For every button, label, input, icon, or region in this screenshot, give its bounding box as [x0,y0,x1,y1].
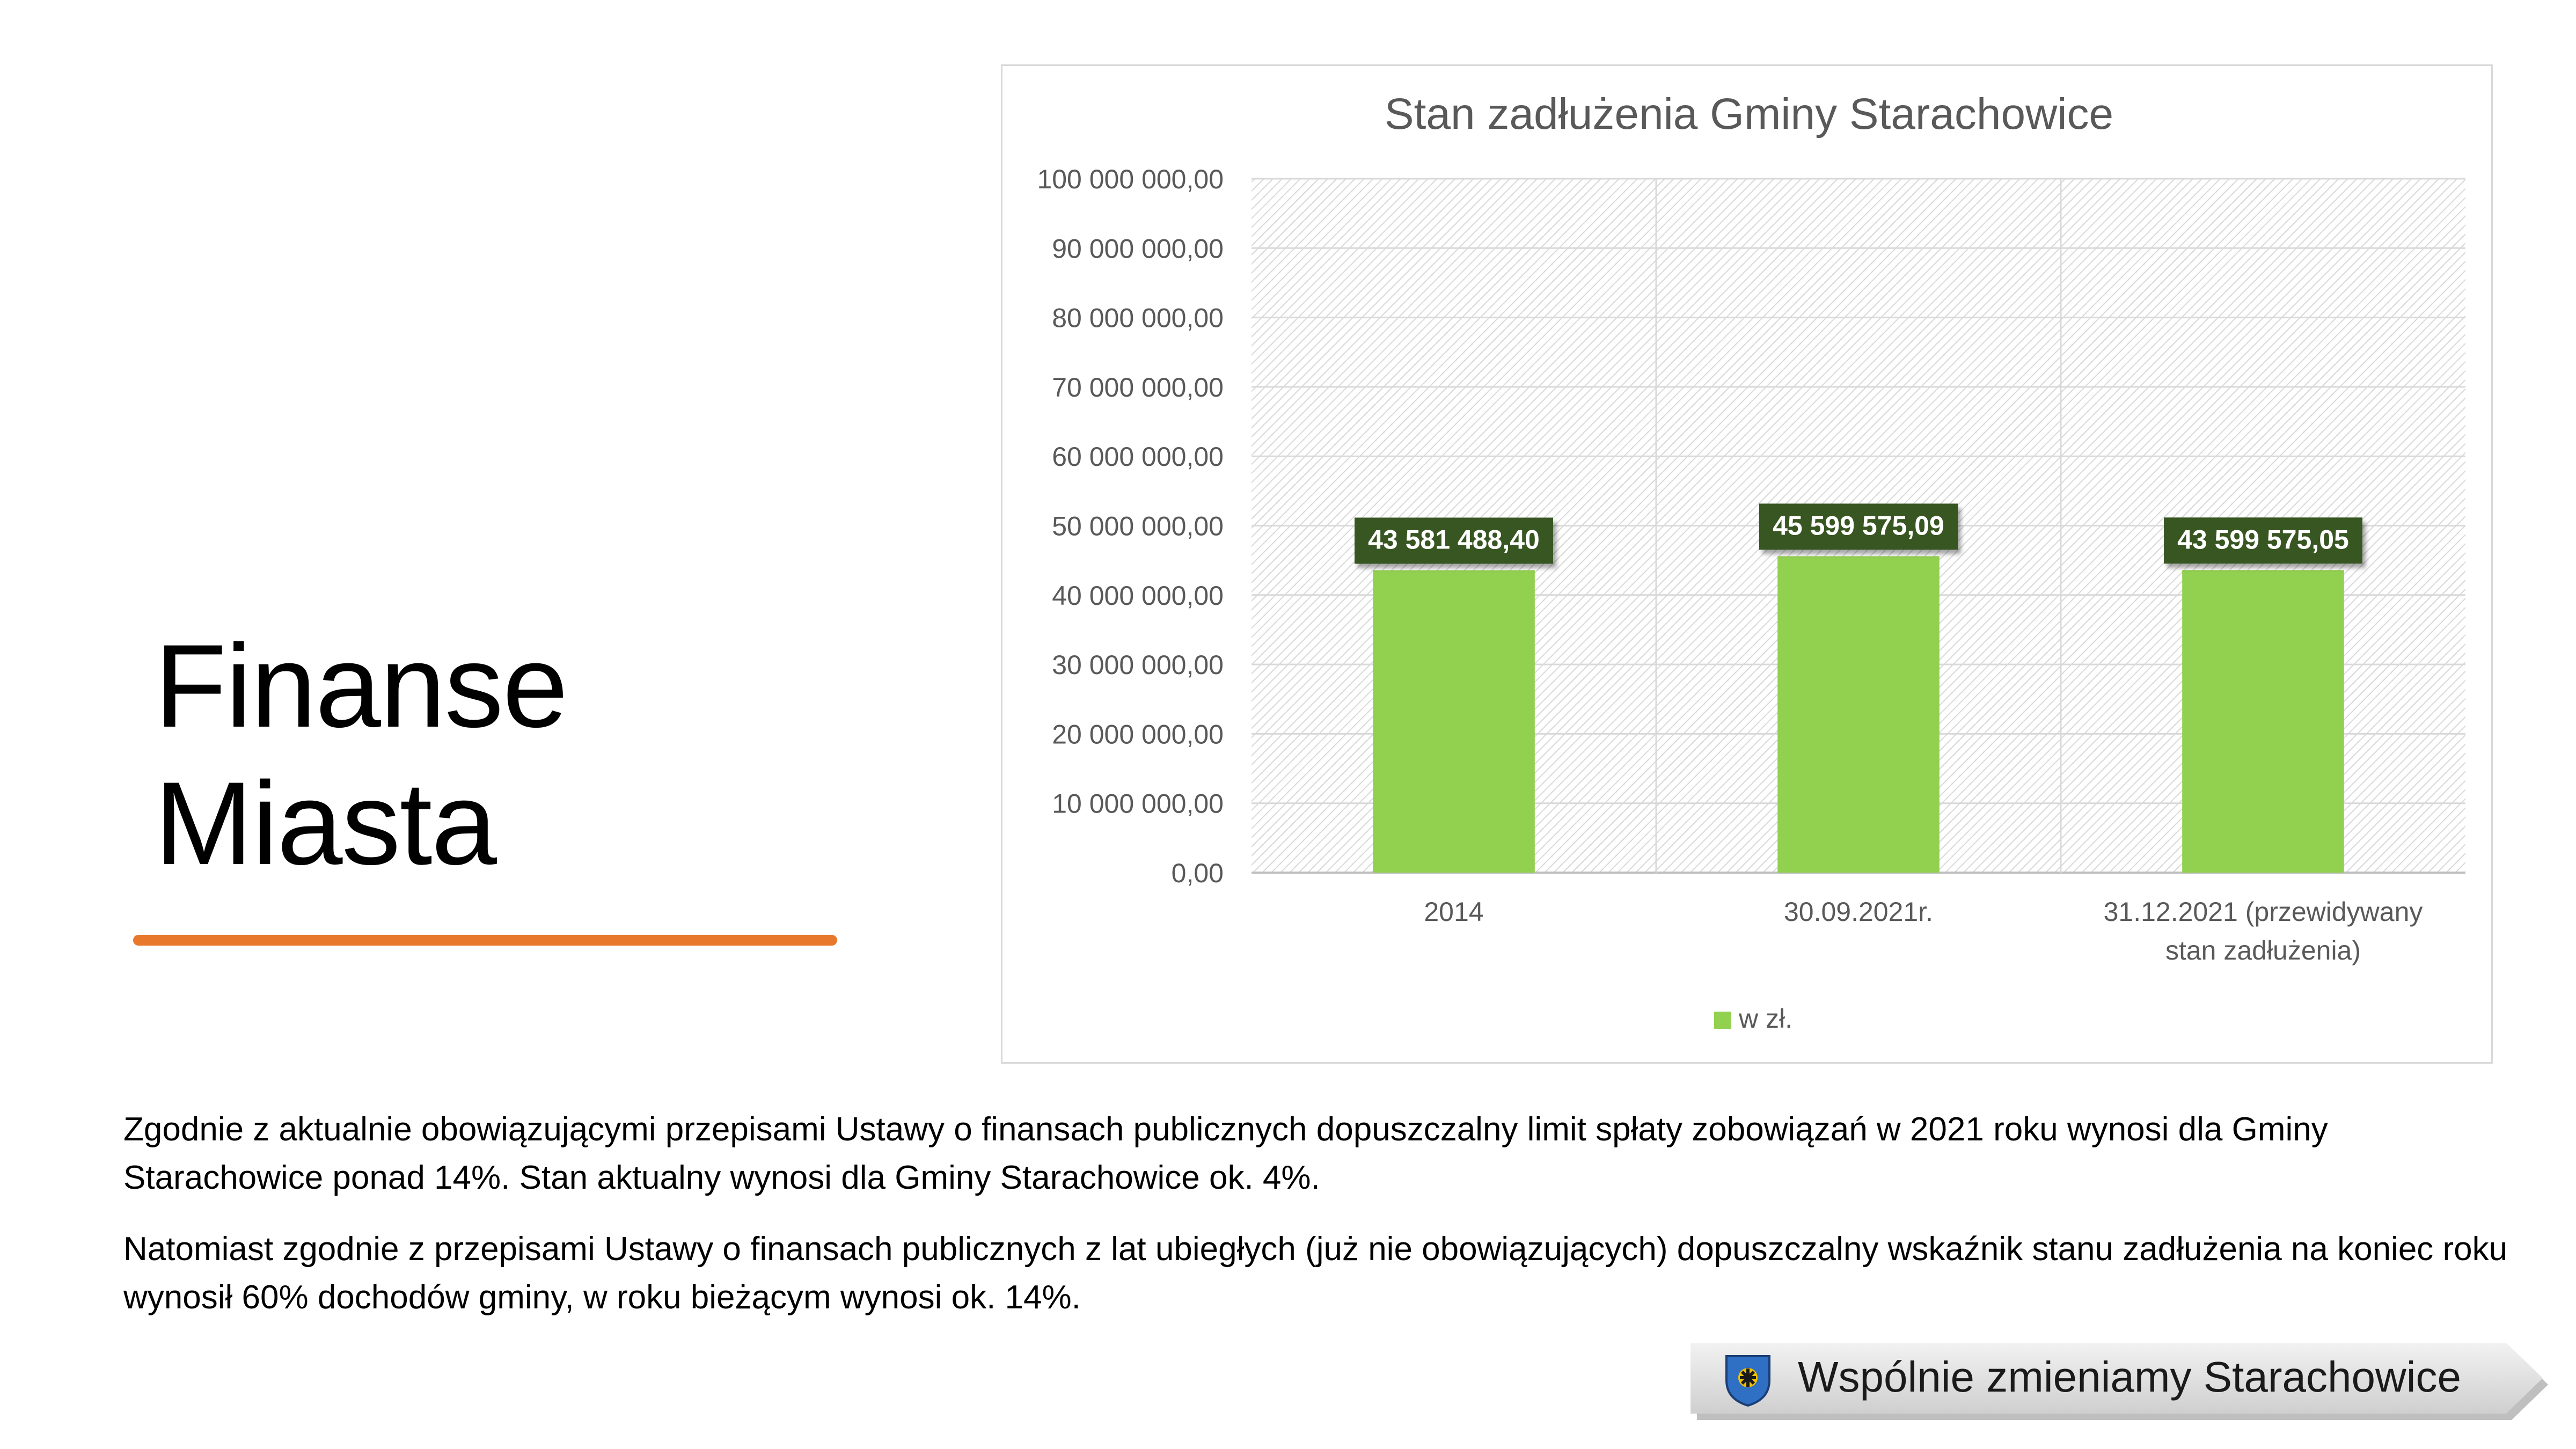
debt-bar-chart: Stan zadłużenia Gminy Starachowice 0,00 1… [1037,90,2465,1034]
data-label: 43 581 488,40 [1368,524,1540,554]
y-tick-label: 20 000 000,00 [1052,719,1224,749]
x-axis-ticks: 2014 30.09.2021r. 31.12.2021 (przewidywany… [1424,897,2423,965]
x-tick-label: 31.12.2021 (przewidywany [2104,897,2423,927]
y-tick-label: 60 000 000,00 [1052,442,1224,472]
bar [2182,570,2344,873]
city-coat-of-arms-icon [1725,1355,1770,1407]
footer-slogan: Wspólnie zmieniamy Starachowice [1798,1353,2462,1401]
y-tick-label: 100 000 000,00 [1037,164,1224,194]
bars [1373,556,2344,873]
data-label: 43 599 575,05 [2177,524,2349,554]
data-labels: 43 581 488,40 45 599 575,09 43 599 575,05 [1355,503,2362,564]
title-accent-bar [133,935,837,946]
chart-title: Stan zadłużenia Gminy Starachowice [1385,90,2113,138]
footer-banner: Wspólnie zmieniamy Starachowice [1690,1342,2549,1422]
y-tick-label: 90 000 000,00 [1052,233,1224,264]
bar [1777,556,1940,873]
chart-container: Stan zadłużenia Gminy Starachowice 0,00 1… [1001,64,2493,1064]
y-tick-label: 10 000 000,00 [1052,789,1224,819]
slide-title-line-2: Miasta [155,757,497,889]
y-tick-label: 30 000 000,00 [1052,650,1224,680]
data-label: 45 599 575,09 [1773,510,1944,540]
data-label-box [1759,503,1958,550]
data-label-box [1355,517,1553,564]
x-tick-label: 2014 [1424,897,1483,927]
slide-title: Finanse Miasta [155,617,852,892]
y-tick-label: 70 000 000,00 [1052,372,1224,402]
legend-swatch [1714,1012,1731,1029]
y-axis-ticks: 0,00 10 000 000,00 20 000 000,00 30 000 000… [1037,164,1224,888]
y-tick-label: 0,00 [1172,858,1224,888]
bar [1373,570,1535,873]
x-tick-label: 30.09.2021r. [1784,897,1933,927]
slide-title-line-1: Finanse [155,620,568,752]
legend: w zł. [1714,1004,1792,1034]
legend-label: w zł. [1738,1004,1792,1034]
y-tick-label: 50 000 000,00 [1052,511,1224,541]
y-tick-label: 80 000 000,00 [1052,303,1224,333]
info-paragraph-1: Zgodnie z aktualnie obowiązującymi przep… [123,1111,2328,1196]
info-paragraph-2: Natomiast zgodnie z przepisami Ustawy o … [123,1231,2508,1316]
y-tick-label: 40 000 000,00 [1052,581,1224,611]
x-tick-label: stan zadłużenia) [2165,935,2361,965]
data-label-box [2164,517,2362,564]
